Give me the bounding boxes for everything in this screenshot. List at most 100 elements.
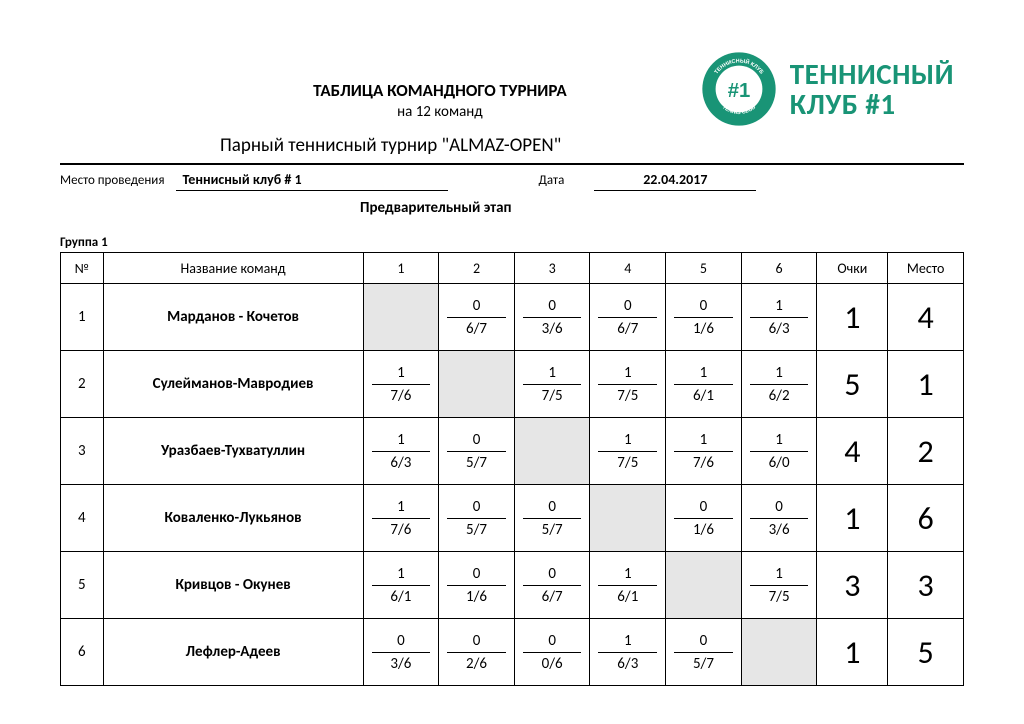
col-op-6: 6 (741, 253, 817, 284)
page-title: ТАБЛИЦА КОМАНДНОГО ТУРНИРА (180, 80, 700, 101)
team-name: Уразбаев-Тухватуллин (103, 418, 363, 485)
table-body: 1Марданов - Кочетов06/703/606/701/616/31… (61, 284, 964, 686)
score-cell: 00/6 (514, 619, 590, 686)
score-cell: 16/0 (741, 418, 817, 485)
score-win: 1 (750, 349, 809, 385)
score-win: 0 (750, 483, 809, 519)
team-name: Лефлер-Адеев (103, 619, 363, 686)
score-set: 3/6 (364, 653, 439, 688)
row-number: 4 (61, 485, 104, 552)
score-set: 7/6 (364, 385, 439, 420)
self-cell (514, 418, 590, 485)
score-set: 6/1 (364, 586, 439, 621)
col-place: Место (888, 253, 964, 284)
score-win: 1 (674, 349, 733, 385)
divider (60, 163, 964, 165)
venue-value: Теннисный клуб # 1 (176, 171, 448, 191)
col-name: Название команд (103, 253, 363, 284)
row-number: 1 (61, 284, 104, 351)
team-name: Коваленко-Лукьянов (103, 485, 363, 552)
row-number: 5 (61, 552, 104, 619)
score-set: 1/6 (666, 519, 741, 554)
score-cell: 05/7 (439, 418, 515, 485)
col-op-3: 3 (514, 253, 590, 284)
score-win: 1 (372, 550, 431, 586)
score-win: 0 (447, 483, 506, 519)
score-cell: 03/6 (741, 485, 817, 552)
score-win: 0 (674, 282, 733, 318)
score-cell: 16/1 (590, 552, 666, 619)
score-win: 0 (598, 282, 657, 318)
score-cell: 17/6 (363, 351, 439, 418)
col-points: Очки (817, 253, 888, 284)
score-cell: 17/5 (741, 552, 817, 619)
score-cell: 16/1 (666, 351, 742, 418)
score-win: 1 (750, 550, 809, 586)
score-set: 7/6 (364, 519, 439, 554)
self-cell (439, 351, 515, 418)
score-cell: 06/7 (439, 284, 515, 351)
svg-text:#1: #1 (728, 80, 751, 102)
score-cell: 06/7 (514, 552, 590, 619)
score-set: 5/7 (439, 519, 514, 554)
score-set: 7/5 (590, 385, 665, 420)
logo-line2: КЛУБ #1 (790, 89, 954, 119)
score-cell: 06/7 (590, 284, 666, 351)
table-row: 4Коваленко-Лукьянов17/605/705/701/603/61… (61, 485, 964, 552)
score-win: 1 (372, 483, 431, 519)
score-win: 1 (598, 617, 657, 653)
table-head: № Название команд 1 2 3 4 5 6 Очки Место (61, 253, 964, 284)
score-set: 6/1 (666, 385, 741, 420)
score-set: 7/5 (742, 586, 817, 621)
score-cell: 01/6 (666, 284, 742, 351)
page: ТАБЛИЦА КОМАНДНОГО ТУРНИРА на 12 команд … (0, 0, 1024, 724)
score-set: 6/7 (439, 318, 514, 353)
score-win: 0 (447, 416, 506, 452)
score-set: 3/6 (742, 519, 817, 554)
info-row: Место проведения Теннисный клуб # 1 Дата… (60, 171, 964, 191)
self-cell (741, 619, 817, 686)
score-win: 1 (750, 282, 809, 318)
row-number: 3 (61, 418, 104, 485)
score-set: 1/6 (666, 318, 741, 353)
header: ТАБЛИЦА КОМАНДНОГО ТУРНИРА на 12 команд … (60, 50, 964, 128)
table-header-row: № Название команд 1 2 3 4 5 6 Очки Место (61, 253, 964, 284)
team-name: Кривцов - Окунев (103, 552, 363, 619)
score-win: 1 (598, 550, 657, 586)
score-set: 6/0 (742, 452, 817, 487)
score-set: 0/6 (515, 653, 590, 688)
col-op-2: 2 (439, 253, 515, 284)
score-set: 6/1 (590, 586, 665, 621)
score-cell: 01/6 (439, 552, 515, 619)
score-cell: 16/2 (741, 351, 817, 418)
score-set: 5/7 (439, 452, 514, 487)
score-cell: 17/5 (590, 351, 666, 418)
score-cell: 17/5 (590, 418, 666, 485)
table-row: 6Лефлер-Адеев03/602/600/616/305/715 (61, 619, 964, 686)
date-value: 22.04.2017 (594, 171, 756, 191)
team-name: Сулейманов-Мавродиев (103, 351, 363, 418)
bracket-table: № Название команд 1 2 3 4 5 6 Очки Место… (60, 252, 964, 686)
points-cell: 1 (817, 284, 888, 351)
tournament-name: Парный теннисный турнир "ALMAZ-OPEN" (220, 134, 964, 157)
col-op-1: 1 (363, 253, 439, 284)
logo-badge-icon: #1 ТЕННИСНЫЙ КЛУБ TENNIS CLUB (700, 50, 778, 128)
table-row: 3Уразбаев-Тухватуллин16/305/717/517/616/… (61, 418, 964, 485)
score-set: 6/3 (364, 452, 439, 487)
score-win: 0 (674, 617, 733, 653)
score-cell: 16/3 (741, 284, 817, 351)
score-win: 1 (674, 416, 733, 452)
score-cell: 17/5 (514, 351, 590, 418)
points-cell: 1 (817, 619, 888, 686)
score-win: 1 (750, 416, 809, 452)
score-cell: 16/1 (363, 552, 439, 619)
score-set: 5/7 (666, 653, 741, 688)
points-cell: 5 (817, 351, 888, 418)
score-cell: 01/6 (666, 485, 742, 552)
score-set: 1/6 (439, 586, 514, 621)
place-cell: 4 (888, 284, 964, 351)
score-win: 0 (447, 617, 506, 653)
score-set: 6/7 (590, 318, 665, 353)
score-win: 1 (598, 416, 657, 452)
place-cell: 1 (888, 351, 964, 418)
